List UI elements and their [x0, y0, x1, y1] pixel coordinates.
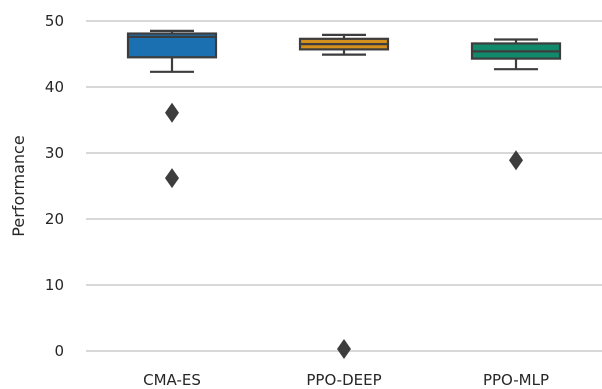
x-tick-label-ppo-mlp: PPO-MLP — [483, 371, 549, 389]
boxes — [126, 29, 562, 360]
outlier-ppo-mlp-1 — [509, 150, 523, 171]
y-tick-label-30: 30 — [45, 144, 64, 162]
x-tick-label-ppo-deep: PPO-DEEP — [306, 371, 381, 389]
box-ppo-deep — [298, 33, 390, 360]
y-tick-label-50: 50 — [45, 12, 64, 30]
box-cma-es — [126, 29, 218, 189]
y-tick-label-20: 20 — [45, 210, 64, 228]
y-tick-label-0: 0 — [54, 342, 64, 360]
box-ppo-mlp — [470, 38, 562, 171]
outlier-cma-es-2 — [165, 168, 179, 189]
grid-lines — [86, 20, 602, 286]
y-tick-label-10: 10 — [45, 276, 64, 294]
tick-labels: 0 10 20 30 40 50 CMA-ES PPO-DEEP PPO-MLP — [45, 12, 549, 389]
iqr-box-cma-es — [126, 32, 218, 59]
y-axis-label: Performance — [9, 135, 28, 236]
y-tick-label-40: 40 — [45, 78, 64, 96]
x-tick-label-cma-es: CMA-ES — [143, 371, 201, 389]
outlier-cma-es-1 — [165, 102, 179, 123]
outlier-ppo-deep-1 — [337, 339, 351, 360]
